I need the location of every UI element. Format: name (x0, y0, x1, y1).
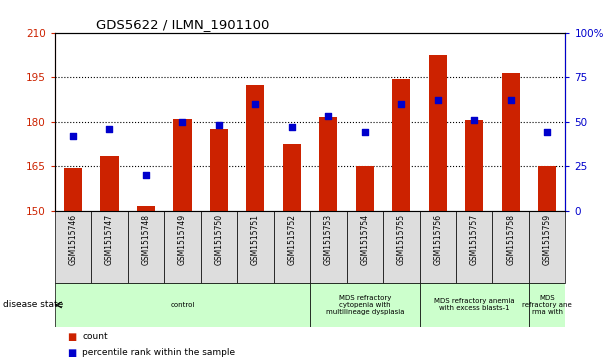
Bar (392, 79, 410, 211)
Text: GSM1515754: GSM1515754 (361, 214, 369, 265)
Text: GSM1515748: GSM1515748 (142, 214, 150, 265)
Bar (201, 211, 237, 283)
Text: ■: ■ (67, 332, 76, 342)
Text: ■: ■ (67, 348, 76, 358)
Bar (420, 211, 456, 283)
Text: GSM1515751: GSM1515751 (251, 214, 260, 265)
Bar (529, 283, 565, 327)
Bar (383, 211, 420, 283)
Point (542, 129, 552, 135)
Text: GSM1515759: GSM1515759 (543, 214, 551, 265)
Text: MDS refractory
cytopenia with
multilineage dysplasia: MDS refractory cytopenia with multilinea… (325, 295, 404, 315)
Point (360, 129, 370, 135)
Bar (319, 117, 337, 211)
Text: disease state: disease state (3, 301, 63, 309)
Bar (237, 211, 274, 283)
Bar (492, 211, 529, 283)
Bar (100, 156, 119, 211)
Text: GSM1515746: GSM1515746 (69, 214, 77, 265)
Bar (429, 55, 447, 211)
Text: GDS5622 / ILMN_1901100: GDS5622 / ILMN_1901100 (95, 19, 269, 32)
Text: GSM1515753: GSM1515753 (324, 214, 333, 265)
Point (323, 113, 333, 119)
Point (105, 126, 114, 132)
Bar (347, 211, 383, 283)
Bar (173, 119, 192, 211)
Point (178, 119, 187, 125)
Text: control: control (170, 302, 195, 308)
Text: GSM1515755: GSM1515755 (397, 214, 406, 265)
Bar (310, 283, 420, 327)
Bar (283, 144, 301, 211)
Bar (210, 129, 228, 211)
Bar (502, 73, 520, 211)
Point (68, 133, 78, 139)
Bar (64, 168, 82, 211)
Bar (274, 211, 310, 283)
Point (250, 101, 260, 107)
Bar (164, 211, 201, 283)
Text: count: count (82, 333, 108, 341)
Text: GSM1515756: GSM1515756 (434, 214, 442, 265)
Text: percentile rank within the sample: percentile rank within the sample (82, 348, 235, 357)
Point (214, 122, 224, 128)
Bar (465, 120, 483, 211)
Point (433, 97, 443, 103)
Bar (55, 283, 310, 327)
Point (396, 101, 406, 107)
Bar (91, 211, 128, 283)
Text: MDS
refractory ane
rma with: MDS refractory ane rma with (522, 295, 572, 315)
Point (287, 124, 297, 130)
Bar (55, 211, 91, 283)
Bar (246, 85, 264, 211)
Text: GSM1515752: GSM1515752 (288, 214, 296, 265)
Point (141, 172, 151, 178)
Text: MDS refractory anemia
with excess blasts-1: MDS refractory anemia with excess blasts… (434, 298, 514, 311)
Bar (128, 211, 164, 283)
Bar (529, 211, 565, 283)
Point (506, 97, 516, 103)
Text: GSM1515747: GSM1515747 (105, 214, 114, 265)
Text: GSM1515757: GSM1515757 (470, 214, 478, 265)
Text: GSM1515758: GSM1515758 (506, 214, 515, 265)
Text: GSM1515749: GSM1515749 (178, 214, 187, 265)
Point (469, 117, 479, 123)
Text: GSM1515750: GSM1515750 (215, 214, 223, 265)
Bar (420, 283, 529, 327)
Bar (137, 206, 155, 211)
Bar (456, 211, 492, 283)
Bar (310, 211, 347, 283)
Bar (538, 166, 556, 211)
Bar (356, 166, 374, 211)
